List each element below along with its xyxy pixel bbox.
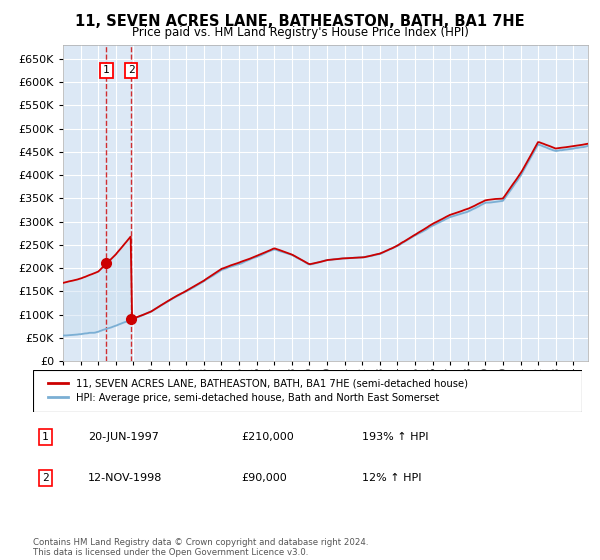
Text: 1: 1 <box>42 432 49 442</box>
Text: 193% ↑ HPI: 193% ↑ HPI <box>362 432 429 442</box>
Text: 20-JUN-1997: 20-JUN-1997 <box>88 432 159 442</box>
Text: 2: 2 <box>42 473 49 483</box>
Text: Contains HM Land Registry data © Crown copyright and database right 2024.
This d: Contains HM Land Registry data © Crown c… <box>33 538 368 557</box>
Text: Price paid vs. HM Land Registry's House Price Index (HPI): Price paid vs. HM Land Registry's House … <box>131 26 469 39</box>
Text: £210,000: £210,000 <box>242 432 295 442</box>
Text: 2: 2 <box>128 66 134 76</box>
Text: 11, SEVEN ACRES LANE, BATHEASTON, BATH, BA1 7HE: 11, SEVEN ACRES LANE, BATHEASTON, BATH, … <box>75 14 525 29</box>
Text: 1: 1 <box>103 66 110 76</box>
Text: 12-NOV-1998: 12-NOV-1998 <box>88 473 162 483</box>
Text: 12% ↑ HPI: 12% ↑ HPI <box>362 473 422 483</box>
Text: £90,000: £90,000 <box>242 473 287 483</box>
Legend: 11, SEVEN ACRES LANE, BATHEASTON, BATH, BA1 7HE (semi-detached house), HPI: Aver: 11, SEVEN ACRES LANE, BATHEASTON, BATH, … <box>43 374 473 408</box>
